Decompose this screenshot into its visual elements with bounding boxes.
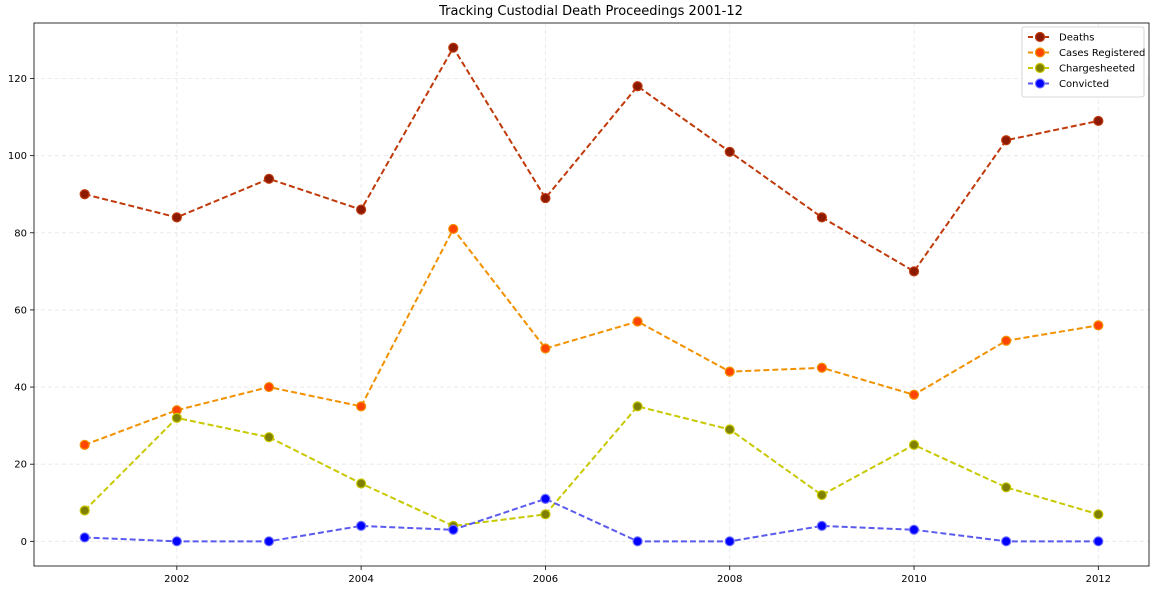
data-point	[724, 536, 735, 547]
data-point	[263, 173, 275, 184]
legend-item: Chargesheeted	[1028, 62, 1135, 75]
legend-item: Cases Registered	[1028, 47, 1145, 59]
legend-item: Convicted	[1028, 78, 1109, 90]
y-tick-label: 80	[14, 228, 27, 239]
legend: Deaths Cases Registered Chargesheeted Convi…	[1021, 26, 1145, 98]
data-point	[1093, 536, 1104, 547]
data-point	[724, 146, 735, 157]
series-deaths	[79, 42, 1104, 277]
legend-label: Cases Registered	[1059, 48, 1145, 59]
legend-swatch-marker	[1034, 62, 1046, 74]
data-point	[816, 212, 827, 223]
series-line	[84, 497, 1099, 543]
x-tick-label: 2006	[533, 574, 558, 585]
data-point	[908, 266, 920, 277]
data-point	[356, 520, 367, 531]
data-point	[1093, 320, 1104, 331]
data-point	[540, 509, 551, 520]
series-line	[84, 227, 1099, 446]
legend-label: Convicted	[1059, 79, 1109, 90]
x-tick-label: 2010	[901, 574, 926, 585]
data-point	[1001, 335, 1012, 346]
legend-swatch-marker	[1034, 31, 1046, 43]
data-point	[908, 389, 920, 400]
y-tick-label: 40	[14, 383, 27, 394]
y-tick-label: 100	[8, 151, 27, 162]
x-tick-label: 2012	[1086, 574, 1111, 585]
legend-label: Chargesheeted	[1059, 64, 1135, 75]
grid	[34, 23, 1149, 566]
data-point	[79, 505, 90, 516]
data-point	[632, 316, 643, 327]
data-point	[79, 439, 90, 451]
data-point	[356, 401, 367, 412]
y-tick-label: 60	[14, 305, 27, 316]
data-point	[1093, 509, 1104, 520]
data-point	[816, 489, 827, 501]
x-tick-label: 2002	[164, 574, 189, 585]
data-point	[263, 432, 275, 443]
data-point	[1001, 482, 1012, 493]
axes: 2002 2004 2006 2008 2010 2012 0 20 40 60 80 100 120	[8, 22, 1150, 585]
series-chargesheeted	[79, 401, 1104, 531]
x-tick-label: 2004	[348, 574, 373, 585]
data-point	[171, 412, 182, 424]
y-tick-label: 0	[21, 537, 27, 548]
data-point	[816, 520, 827, 531]
x-tick-label: 2008	[717, 574, 742, 585]
data-point	[632, 401, 643, 412]
data-point	[632, 81, 643, 92]
series-line	[83, 405, 1099, 527]
data-point	[356, 204, 367, 215]
y-tick-label: 120	[8, 74, 27, 85]
data-point	[724, 424, 735, 435]
legend-swatch-marker	[1034, 47, 1046, 58]
data-point	[79, 189, 90, 200]
series-group	[79, 42, 1104, 547]
data-point	[448, 42, 459, 53]
data-point	[263, 536, 275, 547]
series-convicted	[79, 493, 1104, 547]
series-line	[84, 45, 1099, 273]
data-point	[632, 536, 643, 547]
data-point	[1093, 115, 1104, 127]
legend-item: Deaths	[1028, 31, 1094, 44]
data-point	[171, 536, 182, 547]
series-cases-registered	[79, 223, 1104, 451]
data-point	[816, 362, 827, 373]
data-point	[540, 493, 551, 504]
data-point	[448, 524, 459, 535]
chart-title: Tracking Custodial Death Proceedings 200…	[439, 4, 743, 19]
data-point	[1001, 135, 1012, 146]
plot-frame	[33, 22, 1150, 567]
data-point	[908, 439, 920, 451]
data-point	[263, 381, 275, 393]
data-point	[356, 478, 367, 489]
data-point	[540, 192, 551, 204]
data-point	[540, 343, 551, 354]
data-point	[448, 223, 459, 235]
data-point	[171, 212, 182, 223]
y-tick-label: 20	[14, 460, 27, 471]
data-point	[1001, 536, 1012, 547]
data-point	[79, 532, 90, 543]
legend-swatch-marker	[1034, 78, 1046, 89]
data-point	[908, 524, 920, 535]
legend-box	[1021, 26, 1145, 98]
data-point	[724, 366, 735, 377]
legend-label: Deaths	[1059, 33, 1094, 44]
